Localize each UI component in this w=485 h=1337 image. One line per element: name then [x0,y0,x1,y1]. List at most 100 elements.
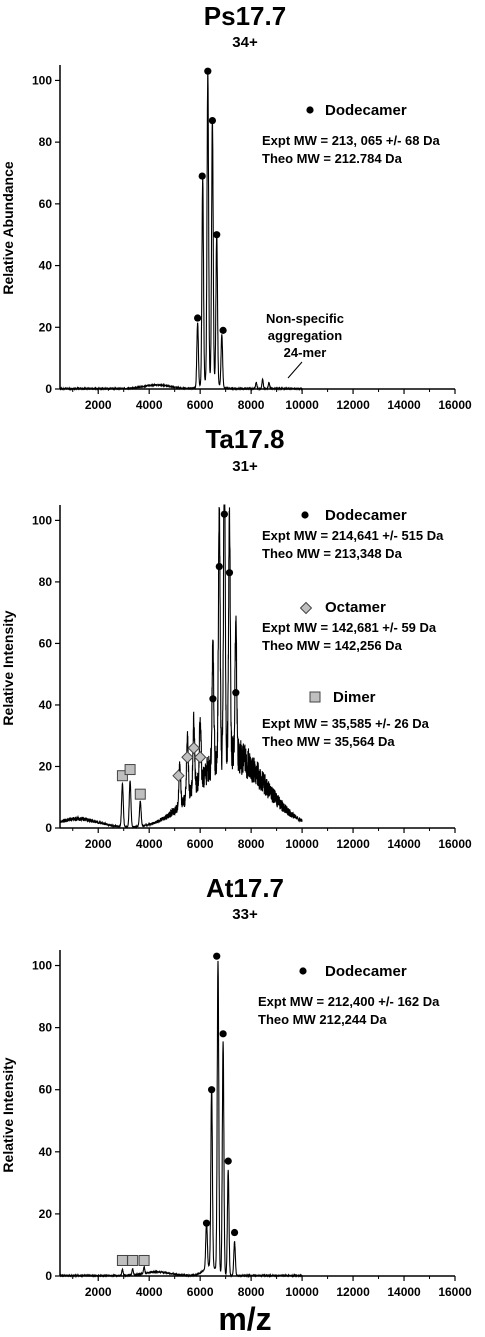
x-tick-label: 14000 [387,837,421,851]
legend-entry-line: Expt MW = 212,400 +/- 162 Da [258,994,440,1009]
legend-entry-line: Expt MW = 214,641 +/- 515 Da [262,528,444,543]
y-tick-label: 40 [39,698,53,712]
diamond-marker [172,769,185,782]
panel-at17-7: At17.7 33+ Relative Intensity Dodecamer … [0,873,440,1337]
plot-area: 0 20 40 60 80 100 2000 4000 6000 8000 10000 12000 14… [32,950,472,1299]
legend-square-icon [309,691,321,703]
plot-area: 0 20 40 60 80 100 2000 4000 6000 8000 10000 12000 14… [32,65,472,412]
annotation-line: 24-mer [284,345,327,360]
legend-entry-name: Dodecamer [325,507,407,524]
x-tick-label: 14000 [387,1285,421,1299]
x-tick-label: 2000 [85,1285,112,1299]
y-axis-label: Relative Intensity [0,610,16,725]
legend: Dodecamer Expt MW = 212,400 +/- 162 Da T… [258,963,440,1027]
diamond-marker [193,751,207,764]
circle-marker [204,67,212,75]
y-tick-label: 40 [39,259,53,273]
square-marker [116,1254,128,1266]
square-marker [127,1254,139,1266]
circle-marker [202,1219,211,1227]
y-tick-label: 20 [39,759,53,773]
legend-circle-icon [306,106,314,114]
circle-marker [224,1157,232,1165]
x-tick-label: 6000 [187,1285,214,1299]
panel-title: Ps17.7 [204,1,286,31]
x-tick-label: 16000 [438,1285,472,1299]
annotation-pointer [287,361,303,379]
legend-entry-line: Theo MW = 35,564 Da [262,734,395,749]
legend-diamond-icon [299,601,313,615]
legend-entry-name: Dodecamer [325,963,407,980]
circle-marker [215,562,223,571]
panel-title: Ta17.8 [205,424,284,454]
circle-marker [213,231,221,239]
square-marker [138,1254,150,1266]
circle-marker [219,326,227,334]
y-tick-label: 100 [32,513,52,527]
legend-entry-line: Theo MW 212,244 Da [258,1012,387,1027]
panel-title: At17.7 [206,873,284,903]
spectrum-line [59,71,303,392]
legend-entry-line: Expt MW = 35,585 +/- 26 Da [262,716,430,731]
panel-subtitle: 34+ [232,34,258,51]
square-marker [116,770,128,782]
x-tick-label: 6000 [187,837,214,851]
y-tick-label: 80 [39,575,53,589]
legend-entry-name: Dodecamer [325,102,407,119]
annotation-line: aggregation [268,328,342,343]
y-tick-label: 60 [39,636,53,650]
plot-area: 0 20 40 60 80 100 2000 4000 6000 8000 10000 12000 14… [32,504,472,851]
x-tick-label: 10000 [285,837,319,851]
x-axis-label: m/z [218,1301,271,1337]
spectrum-line [59,504,303,829]
y-tick-label: 80 [39,1021,53,1035]
spectrum-line [59,960,303,1279]
circle-marker [225,569,234,577]
y-tick-label: 100 [32,73,52,87]
diamond-marker [187,741,200,755]
x-tick-label: 16000 [438,837,472,851]
x-tick-label: 2000 [85,398,112,412]
panel-ta17-8: Ta17.8 31+ Relative Intensity Dodecamer … [0,424,444,749]
x-tick-label: 12000 [336,1285,370,1299]
circle-marker [209,695,217,703]
square-marker [124,764,136,776]
circle-marker [219,1030,227,1038]
y-tick-label: 60 [39,197,53,211]
circle-marker [232,689,240,697]
y-axis-label: Relative Abundance [0,161,16,295]
panel-subtitle: 33+ [232,906,258,923]
diamond-marker [181,751,194,764]
legend-entry-name: Octamer [325,599,386,616]
circle-marker [208,1086,216,1094]
y-tick-label: 40 [39,1145,53,1159]
circle-marker [230,1228,239,1237]
circle-marker [213,952,221,960]
y-tick-label: 20 [39,1207,53,1221]
x-tick-label: 14000 [387,398,421,412]
x-tick-label: 6000 [187,398,214,412]
x-tick-label: 4000 [136,837,163,851]
legend: Dodecamer Expt MW = 213, 065 +/- 68 Da T… [262,102,441,166]
annotation: Non-specific aggregation 24-mer [266,311,344,360]
y-tick-label: 20 [39,320,53,334]
legend-circle-icon [299,967,307,975]
x-tick-label: 4000 [136,1285,163,1299]
legend: Dodecamer Expt MW = 214,641 +/- 515 Da T… [262,507,444,749]
x-tick-label: 8000 [238,398,265,412]
x-tick-label: 10000 [285,1285,319,1299]
panel-subtitle: 31+ [232,458,258,475]
y-tick-label: 0 [45,821,52,835]
square-marker [134,788,146,800]
x-tick-label: 16000 [438,398,472,412]
y-axis-label: Relative Intensity [0,1057,16,1172]
x-tick-label: 12000 [336,837,370,851]
x-tick-label: 4000 [136,398,163,412]
legend-entry-line: Theo MW = 213,348 Da [262,546,403,561]
x-tick-label: 10000 [285,398,319,412]
y-tick-label: 100 [32,959,52,973]
y-tick-label: 80 [39,135,53,149]
x-tick-label: 2000 [85,837,112,851]
x-tick-label: 12000 [336,398,370,412]
